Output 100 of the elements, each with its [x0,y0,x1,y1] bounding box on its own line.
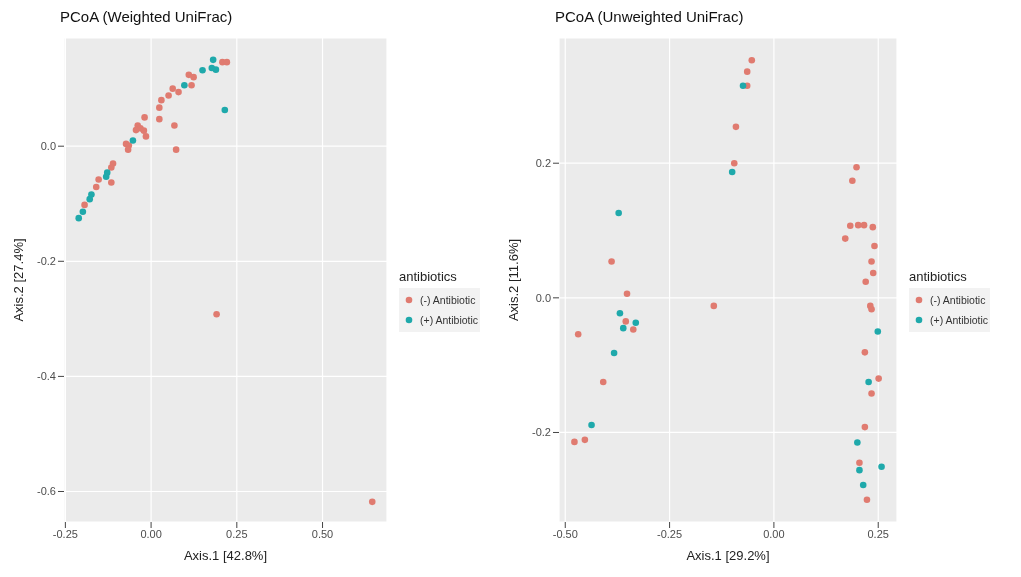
point [610,349,618,357]
point [623,290,631,298]
legend-title: antibiotics [909,268,968,284]
point [172,146,180,153]
chart-title: PCoA (Weighted UniFrac) [59,8,234,27]
point [868,258,875,265]
point [175,88,182,96]
point [169,85,176,92]
point [140,127,148,134]
point [108,179,115,186]
chart-title: PCoA (Unweighted UniFrac) [554,8,745,27]
point [853,163,860,171]
legend-label: (+) Antibiotic [420,313,479,326]
x-tick-label: 0.00 [763,527,785,540]
point [861,423,869,431]
point [732,123,740,131]
point [629,326,637,333]
point [599,378,607,386]
point [878,463,885,471]
point [81,201,88,209]
point [199,66,206,74]
point [865,378,872,386]
point [213,310,220,318]
point [849,177,856,185]
point [875,375,882,382]
y-tick-label: 0.0 [535,291,551,304]
point [616,310,624,317]
point [129,137,137,144]
legend-label: (+) Antibiotic [930,313,989,326]
point [854,221,862,229]
point [108,164,115,171]
point [856,459,863,467]
point [79,208,87,216]
y-axis-title: Axis.2 [27.4%] [10,238,26,322]
point [75,214,83,222]
legend-title: antibiotics [399,268,458,284]
point [608,258,615,265]
point [165,92,172,99]
x-tick-label: -0.25 [52,527,78,540]
point [212,66,220,73]
y-tick-label: -0.4 [37,370,56,383]
point [869,269,877,277]
point [728,168,736,176]
point [615,209,622,217]
point [868,390,875,397]
x-tick-label: -0.25 [657,527,683,540]
point [860,221,868,229]
point [141,114,148,121]
x-tick-label: 0.50 [311,527,334,540]
point [156,104,163,111]
point [619,324,627,332]
point [730,159,738,167]
point [142,133,150,140]
point [571,438,578,446]
point [743,68,751,75]
point [581,436,589,444]
point [859,481,867,489]
point [102,173,110,180]
x-axis-title: Axis.1 [29.2%] [686,548,770,563]
x-tick-label: 0.25 [226,527,248,540]
point [223,58,231,66]
point [856,466,863,474]
y-tick-label: 0.2 [535,157,551,170]
point [854,439,861,446]
point [739,82,747,90]
point [132,126,140,134]
point [156,115,163,123]
point [221,106,229,114]
point [710,302,718,310]
point [92,183,100,191]
point [869,223,877,231]
point [632,319,640,327]
point [863,496,871,504]
point [95,176,102,183]
y-tick-label: -0.2 [37,255,56,268]
point [86,195,94,203]
y-tick-label: -0.2 [532,426,551,439]
legend-label: (-) Antibiotic [930,293,986,306]
point [622,318,630,325]
point [158,96,165,104]
point [209,56,217,64]
point [368,498,376,506]
point [124,146,132,153]
x-tick-label: -0.50 [552,527,578,540]
point [574,330,582,338]
x-tick-label: 0.25 [867,527,889,540]
point [874,328,882,335]
point [841,235,849,242]
x-axis-title: Axis.1 [42.8%] [183,548,268,563]
point [748,56,756,64]
point [846,222,854,230]
y-tick-label: 0.0 [40,140,56,153]
y-tick-label: -0.6 [37,485,56,498]
point [861,349,869,356]
y-axis-title: Axis.2 [11.6%] [505,238,521,322]
point [588,421,595,429]
legend-label: (-) Antibiotic [420,293,476,306]
x-tick-label: 0.00 [140,527,162,540]
point [188,81,195,89]
point [171,122,178,129]
